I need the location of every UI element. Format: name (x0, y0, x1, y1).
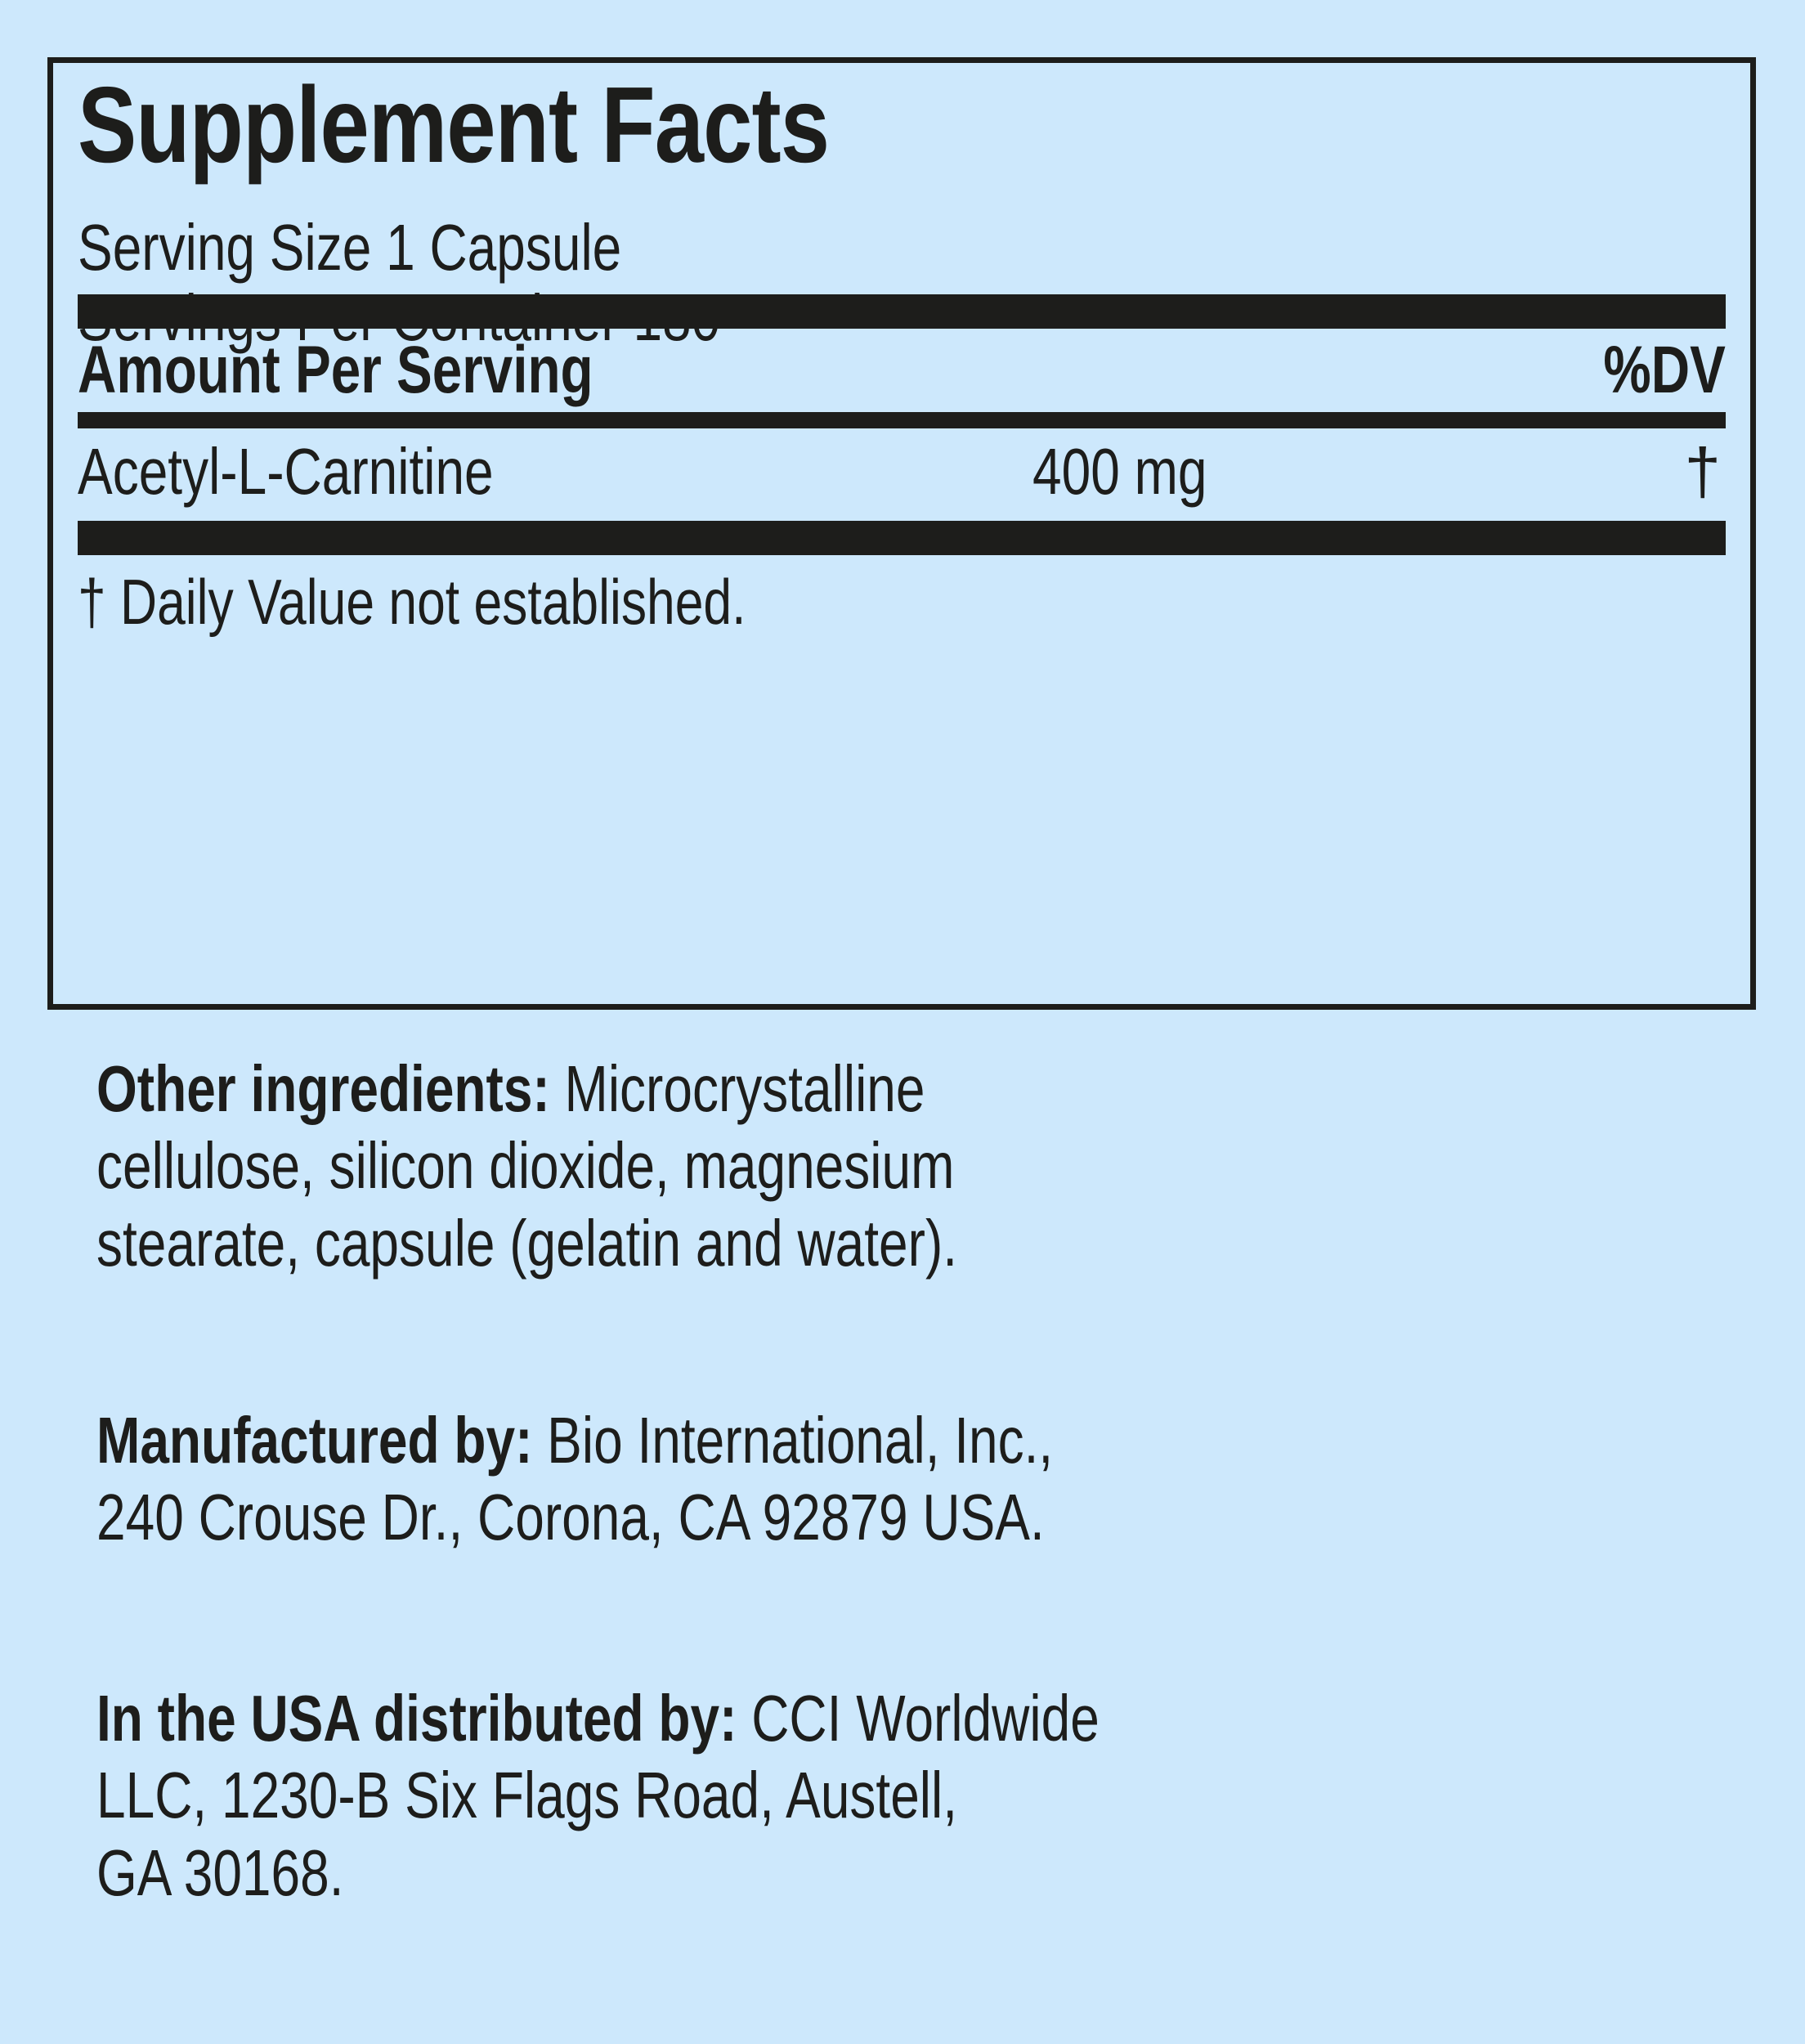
manufactured-by-line-1-rest: Bio International, Inc., (532, 1404, 1054, 1477)
distributed-by-section: In the USA distributed by: CCI Worldwide… (96, 1680, 1740, 1912)
other-ingredients-section: Other ingredients: Microcrystalline cell… (96, 1051, 1740, 1282)
amount-per-serving-header-row: Amount Per Serving %DV (78, 337, 1726, 410)
distributed-by-line-1-rest: CCI Worldwide (737, 1682, 1100, 1755)
daily-value-footnote: † Daily Value not established. (78, 566, 746, 638)
nutrient-name: Acetyl-L-Carnitine (78, 435, 494, 508)
distributed-by-line-1: In the USA distributed by: CCI Worldwide (96, 1680, 1411, 1757)
other-ingredients-heading: Other ingredients: (96, 1052, 550, 1125)
other-ingredients-line-1-rest: Microcrystalline (549, 1052, 925, 1125)
nutrient-amount: 400 mg (1032, 435, 1207, 508)
manufactured-by-line-1: Manufactured by: Bio International, Inc.… (96, 1402, 1411, 1479)
panel-title: Supplement Facts (78, 71, 994, 179)
distributed-by-heading: In the USA distributed by: (96, 1682, 737, 1755)
other-ingredients-line-2: cellulose, silicon dioxide, magnesium (96, 1129, 955, 1203)
distributed-by-line-3: GA 30168. (96, 1836, 344, 1909)
rule-thin-middle (78, 412, 1726, 428)
nutrient-daily-value: † (1684, 435, 1722, 508)
rule-heavy-top (78, 294, 1726, 329)
serving-size-text: Serving Size 1 Capsule (78, 211, 622, 284)
manufactured-by-section: Manufactured by: Bio International, Inc.… (96, 1402, 1740, 1557)
manufactured-by-heading: Manufactured by: (96, 1404, 533, 1477)
rule-heavy-bottom (78, 521, 1726, 555)
distributed-by-line-2: LLC, 1230-B Six Flags Road, Austell, (96, 1759, 957, 1832)
daily-value-header: %DV (1603, 333, 1726, 407)
table-row: Acetyl-L-Carnitine 400 mg † (78, 439, 1726, 517)
supplement-facts-panel: Supplement Facts Serving Size 1 Capsule … (47, 57, 1756, 1010)
other-ingredients-line-3: stearate, capsule (gelatin and water). (96, 1206, 958, 1280)
manufactured-by-line-2: 240 Crouse Dr., Corona, CA 92879 USA. (96, 1481, 1045, 1554)
other-ingredients-line-1: Other ingredients: Microcrystalline (96, 1051, 1411, 1127)
panel-title-text: Supplement Facts (78, 65, 830, 185)
amount-per-serving-header: Amount Per Serving (78, 333, 593, 407)
